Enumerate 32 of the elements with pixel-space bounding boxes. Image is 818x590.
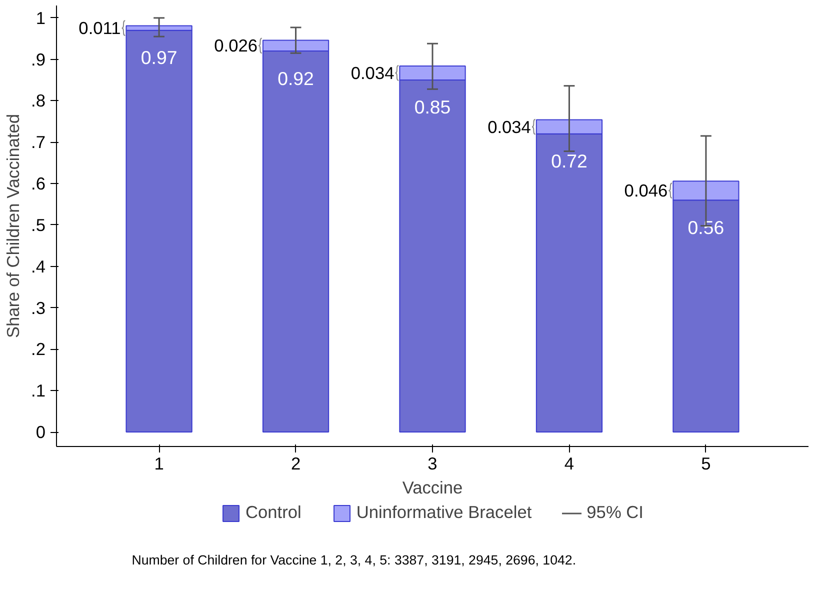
x-tick-label: 5	[701, 454, 711, 474]
y-tick-label: .2	[31, 339, 46, 360]
text: Number of Children for Vaccine 1, 2, 3, 4, 5: 3387, 3191, 2945, 2696, 1042.	[132, 552, 576, 568]
x-axis-title: Vaccine	[402, 478, 463, 498]
data-label: 0.034	[350, 62, 395, 83]
data-label: 0.72	[551, 150, 588, 172]
x-tick-label: 4	[564, 454, 574, 474]
data-label: 0.026	[214, 36, 258, 56]
y-tick-label: .4	[31, 256, 46, 276]
data-label: 0.011	[78, 18, 121, 38]
y-tick-label: .1	[31, 380, 46, 401]
y-tick-label: .8	[31, 90, 46, 111]
y-tick-label: .6	[31, 174, 46, 194]
data-label: 0.046	[624, 180, 668, 201]
legend-label: Uninformative Bracelet	[356, 502, 532, 523]
data-label: 0.97	[140, 47, 178, 68]
y-tick-label: .5	[31, 214, 46, 235]
y-tick-label: .3	[31, 298, 46, 318]
data-label: 0.85	[414, 96, 451, 118]
x-tick-label: 3	[428, 454, 438, 474]
y-axis-title: Share of Children Vaccinated	[3, 114, 24, 338]
y-tick-label: 1	[36, 8, 46, 28]
y-tick-label: 0	[36, 422, 46, 442]
x-tick-label: 2	[290, 454, 301, 474]
bar	[126, 30, 192, 433]
y-tick-label: .9	[31, 49, 46, 70]
data-label: 0.034	[488, 116, 532, 137]
legend-label: Control	[246, 502, 302, 523]
text: 95% CI	[586, 502, 644, 523]
y-tick-label: .7	[31, 132, 46, 152]
x-tick-label: 1	[154, 454, 164, 474]
data-label: 0.92	[278, 68, 314, 89]
